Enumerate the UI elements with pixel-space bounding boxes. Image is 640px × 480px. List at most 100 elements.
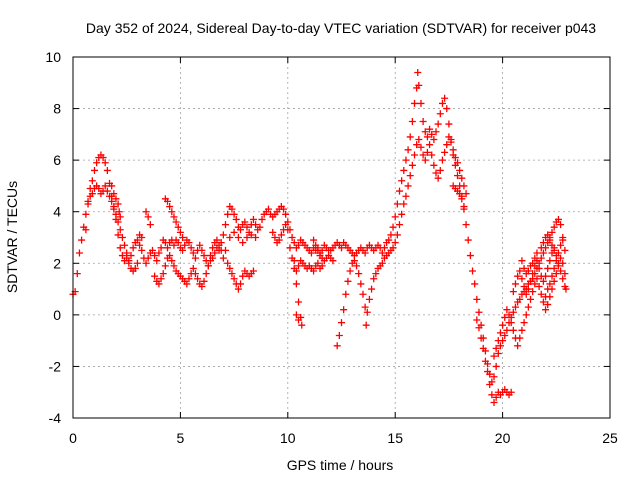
data-point-marker	[239, 272, 247, 280]
data-point-marker	[370, 275, 378, 283]
data-point-marker	[447, 138, 455, 146]
data-point-marker	[428, 130, 436, 138]
data-point-marker	[389, 244, 397, 252]
data-point-marker	[524, 267, 532, 275]
data-point-marker	[546, 236, 554, 244]
data-point-marker	[477, 334, 485, 342]
data-point-marker	[353, 262, 361, 270]
data-point-marker	[430, 136, 438, 144]
data-point-marker	[284, 226, 292, 234]
data-point-marker	[318, 262, 326, 270]
x-tick-label: 20	[495, 430, 511, 446]
data-point-marker	[234, 285, 242, 293]
data-point-marker	[118, 234, 126, 241]
data-point-marker	[271, 234, 279, 241]
data-point-marker	[518, 257, 526, 265]
data-point-marker	[222, 221, 230, 229]
data-point-marker	[561, 270, 569, 278]
data-point-marker	[153, 257, 161, 265]
data-series	[69, 68, 570, 407]
data-point-marker	[462, 221, 470, 229]
data-point-marker	[295, 298, 303, 306]
data-point-marker	[241, 218, 249, 226]
data-point-marker	[191, 254, 199, 262]
data-point-marker	[548, 272, 556, 280]
data-point-marker	[202, 270, 210, 278]
data-point-marker	[194, 275, 202, 283]
data-point-marker	[469, 267, 477, 275]
data-point-marker	[395, 187, 403, 195]
data-point-marker	[490, 373, 498, 381]
data-point-marker	[490, 399, 498, 407]
data-point-marker	[391, 239, 399, 247]
data-point-marker	[219, 231, 227, 239]
data-point-marker	[434, 174, 442, 182]
data-point-marker	[329, 257, 337, 265]
data-point-marker	[157, 275, 165, 283]
data-point-marker	[378, 259, 386, 267]
data-point-marker	[492, 362, 500, 370]
data-point-marker	[395, 221, 403, 229]
data-point-marker	[112, 210, 120, 218]
data-point-marker	[486, 380, 494, 388]
data-point-marker	[295, 262, 303, 270]
data-point-marker	[103, 187, 111, 195]
data-point-marker	[503, 326, 511, 334]
data-point-marker	[524, 285, 532, 293]
grid-lines	[73, 57, 610, 418]
data-point-marker	[224, 259, 232, 267]
data-point-marker	[507, 388, 515, 396]
data-point-marker	[438, 156, 446, 164]
data-point-marker	[544, 285, 552, 293]
data-point-marker	[529, 270, 537, 278]
data-point-marker	[335, 331, 343, 339]
data-point-marker	[185, 239, 193, 247]
data-point-marker	[466, 252, 474, 260]
data-point-marker	[537, 254, 545, 262]
data-point-marker	[78, 236, 86, 244]
data-point-marker	[310, 267, 318, 275]
data-point-marker	[520, 282, 528, 290]
data-point-marker	[385, 236, 393, 244]
data-point-marker	[462, 190, 470, 198]
data-point-marker	[441, 94, 449, 102]
data-point-marker	[170, 213, 178, 221]
data-point-marker	[133, 259, 141, 267]
data-point-marker	[247, 231, 255, 239]
data-point-marker	[456, 166, 464, 174]
data-point-marker	[181, 241, 189, 249]
data-point-marker	[451, 154, 459, 162]
data-point-marker	[546, 257, 554, 265]
data-point-marker	[264, 205, 272, 213]
data-point-marker	[557, 241, 565, 249]
data-point-marker	[344, 277, 352, 285]
data-point-marker	[393, 231, 401, 239]
data-point-marker	[110, 205, 118, 213]
data-point-marker	[533, 249, 541, 257]
data-point-marker	[559, 236, 567, 244]
data-point-marker	[415, 81, 423, 89]
data-point-marker	[501, 331, 509, 339]
data-point-marker	[151, 272, 159, 280]
data-point-marker	[471, 280, 479, 288]
data-point-marker	[93, 159, 101, 167]
data-point-marker	[552, 257, 560, 265]
data-point-marker	[398, 177, 406, 185]
data-point-marker	[539, 249, 547, 257]
data-point-marker	[426, 125, 434, 133]
data-point-marker	[527, 295, 535, 303]
data-point-marker	[290, 257, 298, 265]
data-point-marker	[314, 246, 322, 254]
data-point-marker	[539, 277, 547, 285]
data-point-marker	[441, 148, 449, 156]
data-point-marker	[535, 264, 543, 272]
data-point-marker	[189, 264, 197, 272]
data-point-marker	[398, 210, 406, 218]
data-point-marker	[542, 293, 550, 301]
y-axis-label: SDTVAR / TECUs	[4, 181, 20, 293]
data-point-marker	[415, 136, 423, 144]
data-point-marker	[473, 316, 481, 324]
data-point-marker	[157, 244, 165, 252]
data-point-marker	[185, 275, 193, 283]
